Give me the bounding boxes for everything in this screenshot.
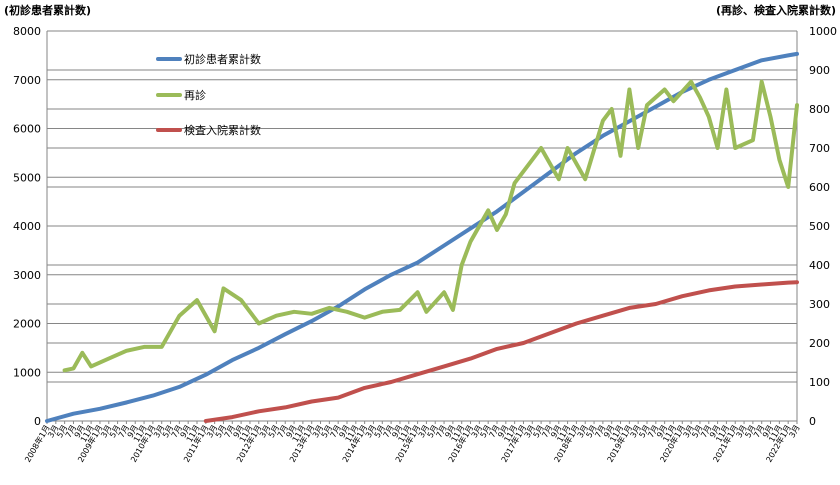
y-tick-label-right: 700: [809, 142, 830, 155]
x-tick-label: 2008年1月: [22, 423, 51, 464]
y-tick-label-right: 100: [809, 376, 830, 389]
y-tick-label-right: 500: [809, 220, 830, 233]
y-tick-label-left: 6000: [13, 123, 41, 136]
x-axis-ticks: 2008年1月3月5月7月9月11月2009年1月3月5月7月9月11月2010…: [22, 421, 802, 464]
series-line-3: [203, 280, 799, 423]
legend-label: 再診: [184, 88, 206, 102]
y-tick-label-right: 600: [809, 181, 830, 194]
gridlines: [47, 30, 797, 422]
y-tick-label-left: 8000: [13, 25, 41, 38]
y-tick-label-left: 1000: [13, 366, 41, 379]
y-tick-label-right: 200: [809, 337, 830, 350]
y-tick-label-right: 900: [809, 64, 830, 77]
y-tick-label-left: 7000: [13, 74, 41, 87]
y-tick-label-left: 0: [34, 415, 41, 428]
y-axis-left-ticks: 0 1000 2000 3000 4000 5000 6000 7000 8000: [13, 25, 41, 428]
y-axis-left-title: (初診患者累計数): [4, 4, 92, 17]
series-line-2: [62, 79, 799, 373]
series-line-1: [45, 51, 799, 423]
y-tick-label-right: 0: [809, 415, 816, 428]
legend-label: 初診患者累計数: [184, 52, 261, 66]
y-tick-label-left: 4000: [13, 220, 41, 233]
y-tick-label-right: 1000: [809, 25, 837, 38]
y-tick-label-right: 800: [809, 103, 830, 116]
x-tick-label: 3月: [787, 424, 801, 440]
y-tick-label-left: 3000: [13, 269, 41, 282]
y-axis-right-title: (再診、検査入院累計数): [715, 4, 836, 17]
y-tick-label-left: 2000: [13, 318, 41, 331]
series-lines: [45, 51, 799, 423]
axes: [46, 31, 798, 422]
legend-label: 検査入院累計数: [184, 123, 261, 137]
y-tick-label-right: 400: [809, 259, 830, 272]
y-tick-label-right: 300: [809, 298, 830, 311]
y-tick-label-left: 5000: [13, 171, 41, 184]
y-axis-right-ticks: 0 100 200 300 400 500 600 700 800 900 1000: [809, 25, 837, 428]
